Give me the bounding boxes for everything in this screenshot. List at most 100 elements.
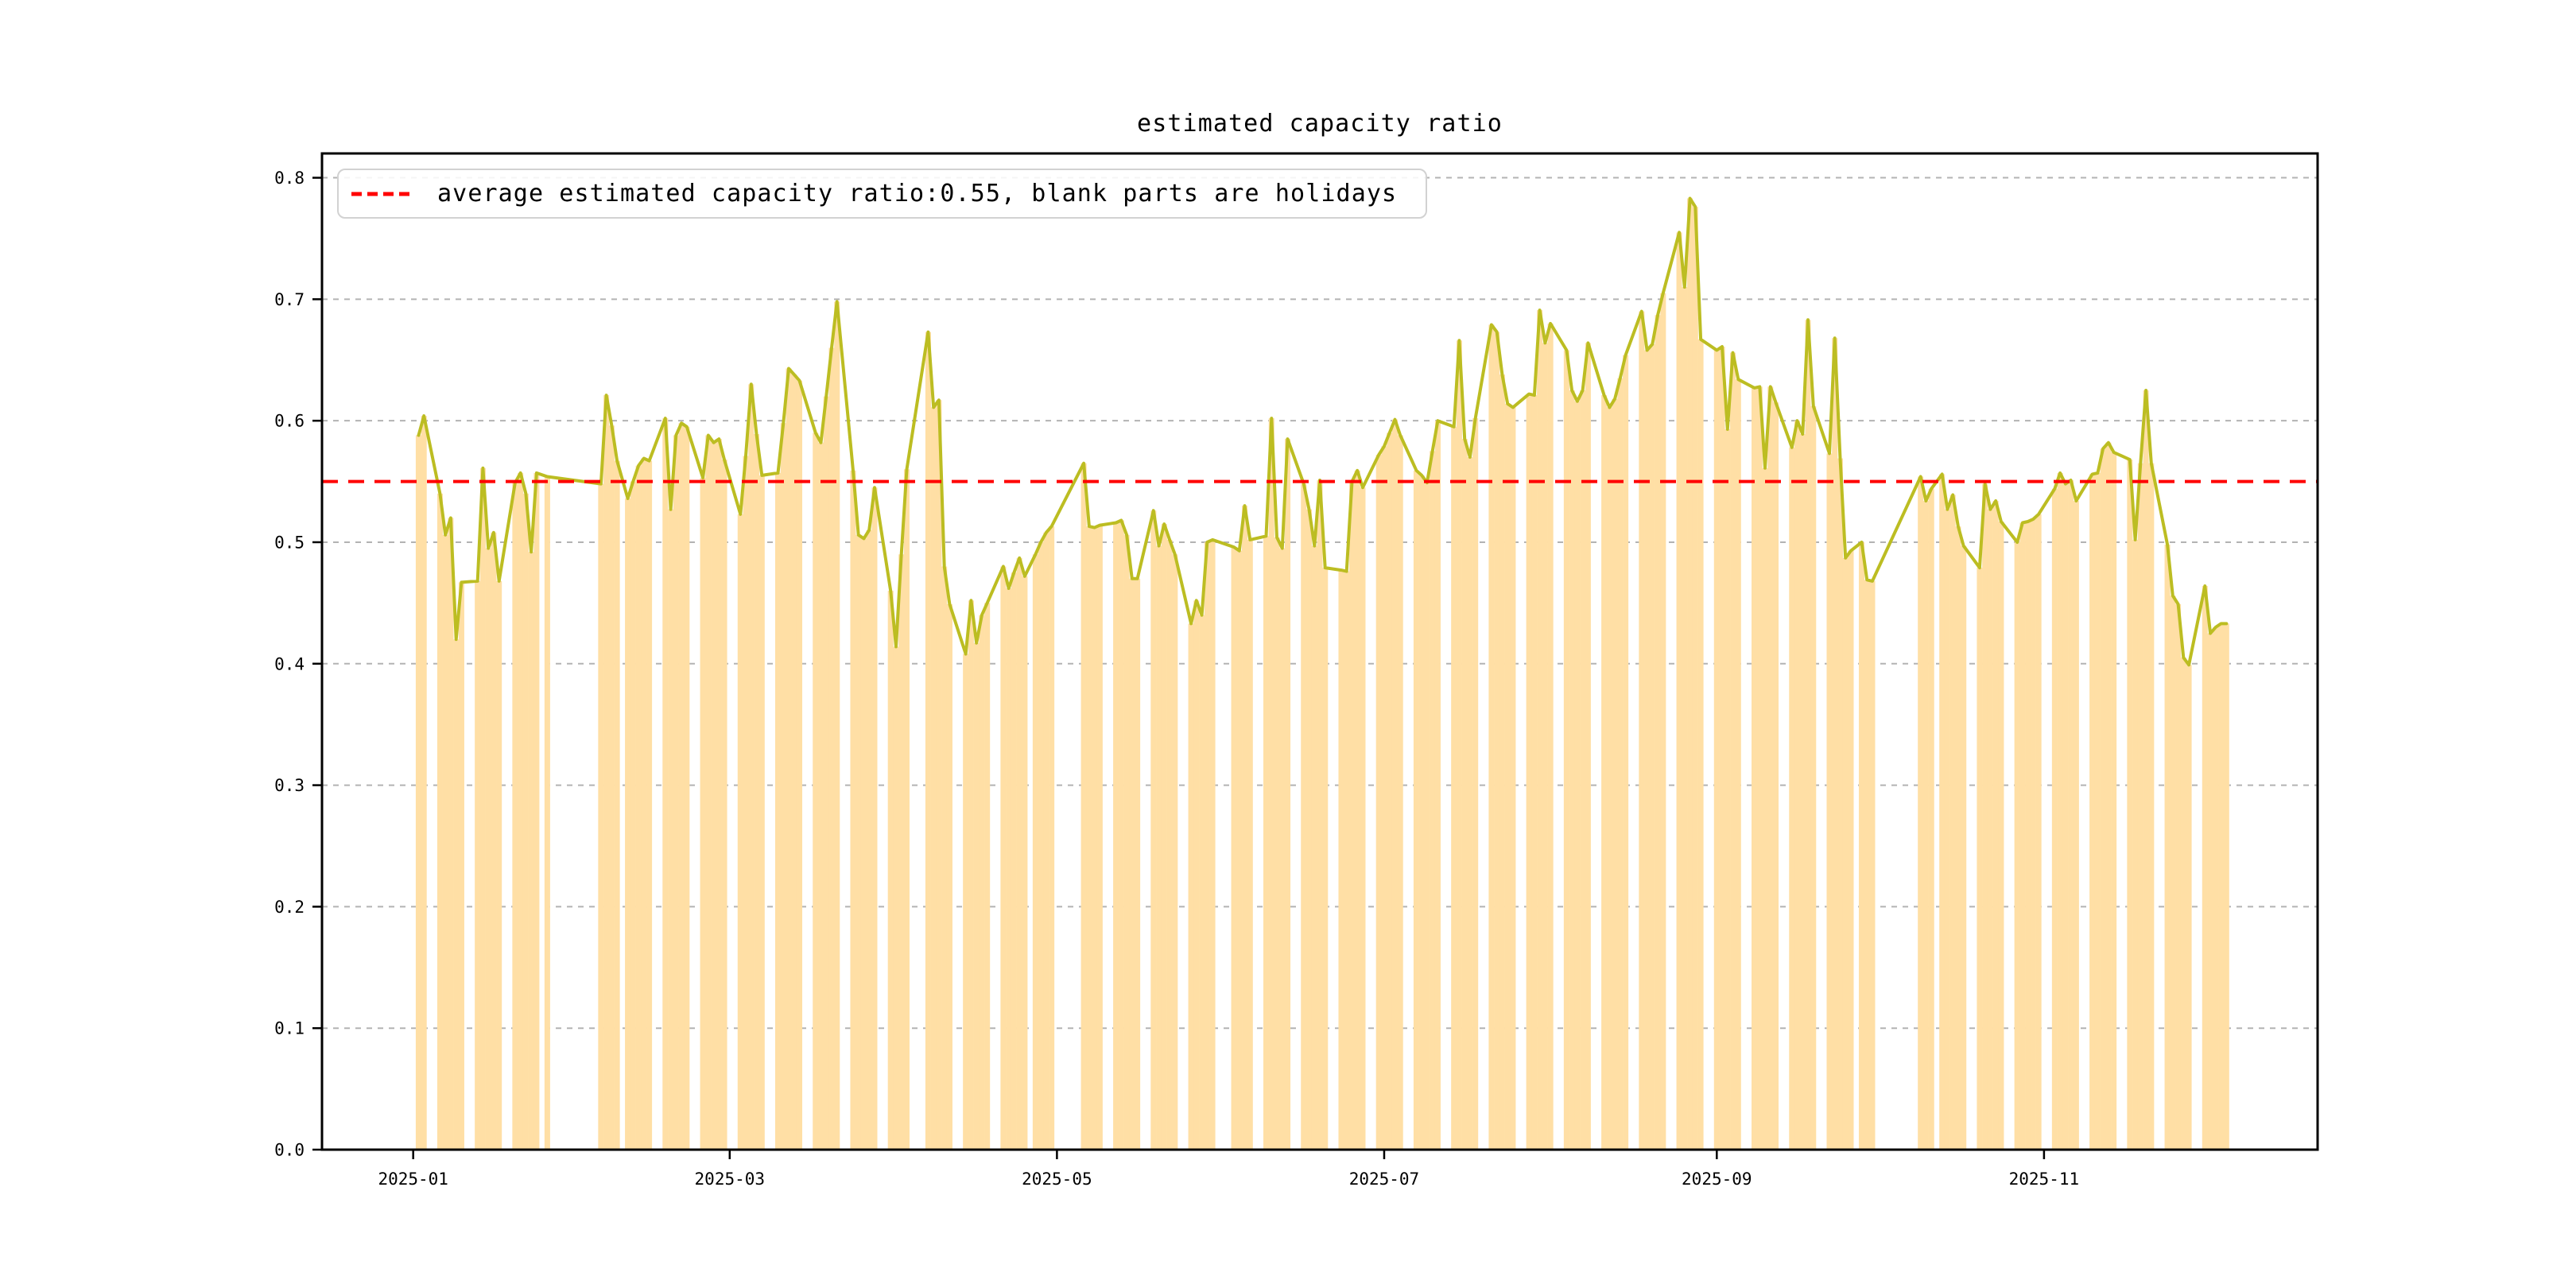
bar xyxy=(491,532,497,1150)
bar xyxy=(1494,332,1500,1150)
bar xyxy=(1086,526,1092,1150)
bar xyxy=(608,425,615,1150)
y-tick-label: 0.5 xyxy=(274,533,305,552)
bar xyxy=(813,433,819,1150)
bar xyxy=(1000,566,1007,1150)
bar xyxy=(2094,472,2101,1150)
bar xyxy=(1150,510,1157,1150)
bar xyxy=(946,603,952,1150)
bar xyxy=(1676,232,1682,1150)
bar xyxy=(1413,470,1419,1150)
y-tick-label: 0.1 xyxy=(274,1019,305,1038)
bar xyxy=(1006,588,1012,1150)
bar xyxy=(662,418,669,1150)
bar xyxy=(1767,386,1774,1150)
bar xyxy=(1172,554,1178,1150)
bar xyxy=(1092,527,1098,1150)
bar xyxy=(1472,418,1479,1150)
bar xyxy=(1805,320,1811,1150)
bar xyxy=(834,301,840,1150)
bar xyxy=(635,465,642,1150)
bar xyxy=(522,493,529,1150)
bar xyxy=(705,435,712,1150)
bar xyxy=(1322,568,1329,1150)
bar xyxy=(1585,343,1591,1150)
bar xyxy=(1156,545,1162,1150)
bar xyxy=(968,600,974,1150)
bar xyxy=(2218,623,2225,1150)
bar xyxy=(1939,474,1946,1150)
bar xyxy=(2019,522,2026,1150)
bar xyxy=(1504,403,1511,1150)
bar xyxy=(1612,398,1618,1150)
bar xyxy=(1961,545,1967,1150)
bar xyxy=(2148,463,2155,1150)
bar xyxy=(1580,390,1586,1150)
bar xyxy=(1311,545,1317,1150)
bar xyxy=(1236,550,1243,1150)
bar xyxy=(823,396,829,1150)
bar xyxy=(903,469,910,1150)
bar xyxy=(963,654,969,1150)
bar xyxy=(1499,374,1505,1150)
bar xyxy=(716,439,722,1150)
bar xyxy=(496,580,502,1150)
x-tick-label: 2025-03 xyxy=(695,1170,766,1189)
bar xyxy=(485,548,491,1150)
bar xyxy=(1537,310,1543,1150)
bar xyxy=(1644,350,1651,1150)
y-tick-label: 0.8 xyxy=(274,169,305,188)
bar xyxy=(1118,520,1124,1150)
bar xyxy=(1016,557,1022,1150)
bar xyxy=(1826,453,1833,1150)
bar xyxy=(1348,481,1356,1150)
bar xyxy=(678,423,685,1150)
bar xyxy=(1918,476,1924,1150)
bar xyxy=(518,472,524,1150)
bar xyxy=(1268,418,1274,1150)
bar xyxy=(2132,539,2139,1150)
x-tick-label: 2025-09 xyxy=(1682,1170,1752,1189)
bar xyxy=(421,416,427,1150)
bar xyxy=(1810,405,1817,1150)
y-tick-label: 0.4 xyxy=(274,654,305,673)
bar xyxy=(2207,633,2213,1150)
bar xyxy=(1617,378,1624,1150)
bar xyxy=(614,460,620,1150)
bar xyxy=(1199,615,1205,1150)
bar xyxy=(1928,488,1934,1150)
bar xyxy=(817,442,824,1150)
bar xyxy=(1247,539,1253,1150)
bar xyxy=(1639,311,1645,1150)
bar xyxy=(1344,571,1350,1150)
bar xyxy=(2186,665,2192,1150)
bar xyxy=(479,467,486,1150)
bar xyxy=(1263,536,1270,1150)
bar xyxy=(1161,524,1167,1150)
bar xyxy=(887,591,894,1150)
bar xyxy=(1375,454,1382,1150)
bar xyxy=(2164,545,2171,1150)
bar xyxy=(646,460,653,1150)
bar xyxy=(2057,472,2063,1150)
bar xyxy=(1542,343,1548,1150)
bar xyxy=(533,472,540,1150)
bar xyxy=(1655,315,1661,1150)
bar xyxy=(1623,355,1629,1150)
bar xyxy=(774,472,782,1150)
bar xyxy=(603,395,610,1150)
bar xyxy=(1032,554,1038,1150)
bar xyxy=(979,615,985,1150)
bar xyxy=(1387,433,1393,1150)
bar xyxy=(1209,539,1216,1150)
bar xyxy=(1301,483,1307,1150)
bar xyxy=(1467,457,1473,1150)
y-tick-label: 0.7 xyxy=(274,290,305,309)
bar xyxy=(754,433,760,1150)
bar xyxy=(1424,483,1430,1150)
bar xyxy=(1354,470,1360,1150)
x-tick-label: 2025-05 xyxy=(1022,1170,1092,1189)
bar xyxy=(1135,578,1141,1150)
bar xyxy=(1724,429,1731,1150)
